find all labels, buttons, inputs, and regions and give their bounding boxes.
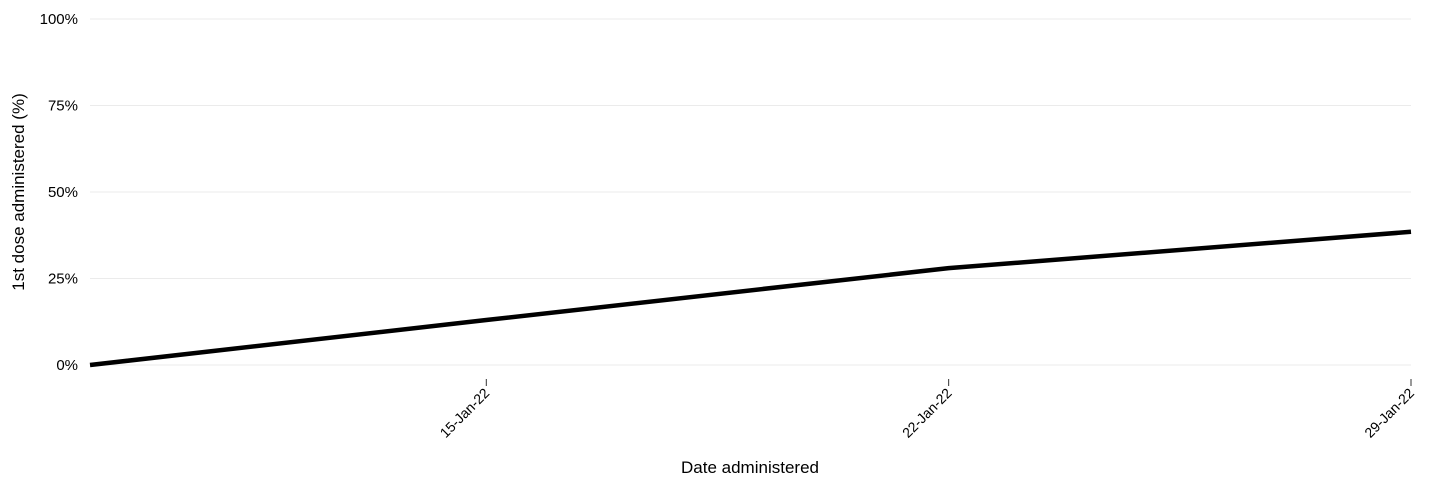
data-line bbox=[89, 229, 1412, 368]
x-axis-title: Date administered bbox=[681, 458, 819, 477]
x-tick-label: 29-Jan-22 bbox=[1361, 385, 1417, 441]
y-tick-label: 0% bbox=[56, 357, 78, 374]
y-tick-label: 25% bbox=[48, 271, 78, 288]
x-tick-label: 22-Jan-22 bbox=[899, 385, 955, 441]
x-tick-label: 15-Jan-22 bbox=[437, 385, 493, 441]
y-tick-label: 75% bbox=[48, 98, 78, 115]
y-tick-label: 50% bbox=[48, 184, 78, 201]
y-axis-title: 1st dose administered (%) bbox=[9, 93, 28, 290]
y-tick-label: 100% bbox=[40, 11, 78, 28]
